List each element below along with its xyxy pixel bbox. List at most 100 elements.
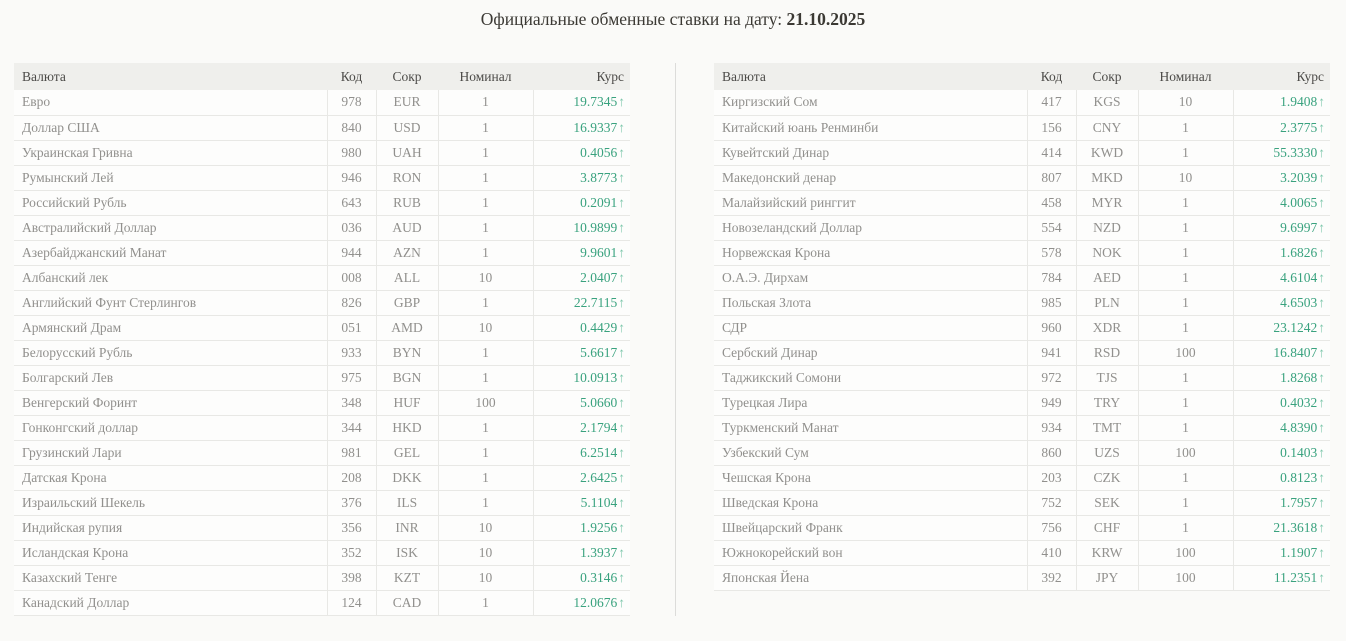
currency-code: 344 (326, 415, 376, 441)
rate-value: 0.2091 (580, 194, 618, 210)
currency-name: Российский Рубль (14, 190, 327, 216)
currency-nominal: 1 (437, 440, 533, 466)
currency-name: Македонский денар (714, 165, 1027, 191)
currency-code: 124 (326, 590, 376, 616)
currency-name: Японская Йена (714, 565, 1027, 591)
currency-rate: 1.6826↑ (1232, 240, 1330, 266)
rate-up-arrow-icon: ↑ (618, 319, 625, 335)
exchange-rates-page: Официальные обменные ставки на дату: 21.… (0, 8, 1346, 641)
currency-rate: 5.1104↑ (532, 490, 630, 516)
currency-nominal: 1 (1137, 465, 1233, 491)
currency-rate: 4.6104↑ (1232, 265, 1330, 291)
currency-code: 036 (326, 215, 376, 241)
currency-code: 376 (326, 490, 376, 516)
currency-code: 208 (326, 465, 376, 491)
currency-rate: 1.7957↑ (1232, 490, 1330, 516)
currency-code: 643 (326, 190, 376, 216)
rate-value: 1.1907 (1280, 544, 1318, 560)
currency-row: Болгарский Лев 975 BGN 1 10.0913↑ (14, 365, 630, 391)
currency-row: Туркменский Манат 934 TMT 1 4.8390↑ (714, 415, 1330, 441)
rates-date: 21.10.2025 (786, 9, 866, 29)
currency-name: Английский Фунт Стерлингов (14, 290, 327, 316)
currency-abbr: NOK (1075, 240, 1138, 266)
rate-up-arrow-icon: ↑ (618, 394, 625, 410)
currency-row: Российский Рубль 643 RUB 1 0.2091↑ (14, 190, 630, 216)
currency-row: Австралийский Доллар 036 AUD 1 10.9899↑ (14, 215, 630, 241)
currency-nominal: 1 (437, 190, 533, 216)
rate-value: 0.4056 (580, 144, 618, 160)
currency-nominal: 1 (437, 490, 533, 516)
currency-row: Грузинский Лари 981 GEL 1 6.2514↑ (14, 440, 630, 466)
currency-rate: 3.2039↑ (1232, 165, 1330, 191)
column-header-currency: Валюта (14, 63, 327, 90)
rate-value: 5.0660 (580, 394, 618, 410)
currency-code: 946 (326, 165, 376, 191)
rate-value: 0.3146 (580, 569, 618, 585)
currency-code: 352 (326, 540, 376, 566)
currency-name: Гонконгский доллар (14, 415, 327, 441)
rate-value: 55.3330 (1273, 144, 1318, 160)
rate-value: 11.2351 (1273, 569, 1318, 585)
currency-nominal: 1 (437, 415, 533, 441)
rate-value: 10.9899 (573, 219, 618, 235)
rate-value: 2.3775 (1280, 119, 1318, 135)
currency-code: 934 (1026, 415, 1076, 441)
rate-up-arrow-icon: ↑ (1318, 544, 1325, 560)
currency-rate: 23.1242↑ (1232, 315, 1330, 341)
currency-abbr: AMD (375, 315, 438, 341)
currency-rate: 0.4032↑ (1232, 390, 1330, 416)
tables-container: Валюта Код Сокр Номинал Курс Евро 978 EU… (0, 63, 1346, 630)
currency-row: Сербский Динар 941 RSD 100 16.8407↑ (714, 340, 1330, 366)
currency-rate: 6.2514↑ (532, 440, 630, 466)
currency-name: Малайзийский ринггит (714, 190, 1027, 216)
currency-code: 860 (1026, 440, 1076, 466)
currency-abbr: UAH (375, 140, 438, 166)
currency-name: Узбекский Сум (714, 440, 1027, 466)
currency-rate: 11.2351↑ (1232, 565, 1330, 591)
currency-code: 978 (326, 90, 376, 116)
rate-up-arrow-icon: ↑ (1318, 494, 1325, 510)
rate-value: 23.1242 (1273, 319, 1318, 335)
currency-abbr: TMT (1075, 415, 1138, 441)
currency-abbr: RON (375, 165, 438, 191)
rate-value: 22.7115 (573, 294, 618, 310)
rate-up-arrow-icon: ↑ (618, 244, 625, 260)
currency-row: Евро 978 EUR 1 19.7345↑ (14, 90, 630, 116)
rate-up-arrow-icon: ↑ (1318, 469, 1325, 485)
currency-name: О.А.Э. Дирхам (714, 265, 1027, 291)
currency-abbr: CAD (375, 590, 438, 616)
column-header-code: Код (1027, 63, 1076, 90)
rate-value: 5.6617 (580, 344, 618, 360)
currency-name: Армянский Драм (14, 315, 327, 341)
rate-up-arrow-icon: ↑ (618, 369, 625, 385)
currency-row: Казахский Тенге 398 KZT 10 0.3146↑ (14, 565, 630, 591)
currency-row: Доллар США 840 USD 1 16.9337↑ (14, 115, 630, 141)
currency-name: Новозеландский Доллар (714, 215, 1027, 241)
rate-value: 16.8407 (1273, 344, 1318, 360)
currency-abbr: ILS (375, 490, 438, 516)
currency-row: Японская Йена 392 JPY 100 11.2351↑ (714, 565, 1330, 591)
currency-name: Шведская Крона (714, 490, 1027, 516)
currency-code: 826 (326, 290, 376, 316)
currency-row: Южнокорейский вон 410 KRW 100 1.1907↑ (714, 540, 1330, 566)
rate-up-arrow-icon: ↑ (1318, 444, 1325, 460)
rate-value: 0.4429 (580, 319, 618, 335)
table-header-row: Валюта Код Сокр Номинал Курс (714, 63, 1330, 90)
currency-name: Китайский юань Ренминби (714, 115, 1027, 141)
currency-rate: 0.3146↑ (532, 565, 630, 591)
rate-up-arrow-icon: ↑ (618, 169, 625, 185)
currency-abbr: CHF (1075, 515, 1138, 541)
rate-up-arrow-icon: ↑ (618, 119, 625, 135)
column-header-nominal: Номинал (438, 63, 533, 90)
currency-nominal: 1 (1137, 190, 1233, 216)
rate-value: 1.6826 (1280, 244, 1318, 260)
rate-value: 19.7345 (573, 94, 618, 110)
rate-value: 0.1403 (1280, 444, 1318, 460)
currency-rate: 0.4056↑ (532, 140, 630, 166)
rate-value: 4.0065 (1280, 194, 1318, 210)
currency-name: Казахский Тенге (14, 565, 327, 591)
currency-code: 051 (326, 315, 376, 341)
rate-value: 1.3937 (580, 544, 618, 560)
currency-nominal: 1 (437, 115, 533, 141)
currency-rate: 4.8390↑ (1232, 415, 1330, 441)
